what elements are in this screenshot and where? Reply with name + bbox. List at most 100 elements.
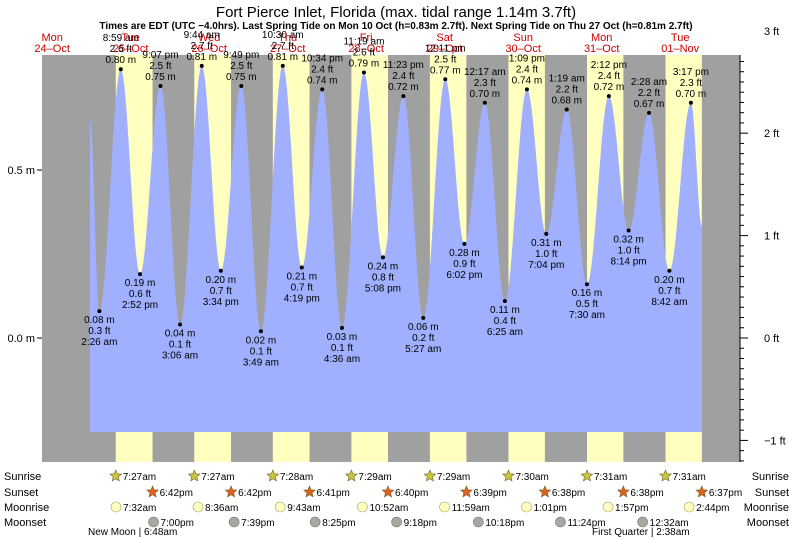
moonset-icon [637, 516, 648, 528]
tide-height-m: 0.28 m [449, 248, 480, 259]
tide-height-m: 0.77 m [430, 65, 461, 76]
moon-phase-new: New Moon | 6:48am [88, 527, 177, 538]
tide-time: 6:02 pm [446, 270, 482, 281]
day-date: 28–Oct [348, 43, 383, 55]
tide-height-ft: 0.2 ft [412, 333, 434, 344]
sunrise-time: 7:27am [123, 472, 156, 483]
sunrise-time: 7:31am [673, 472, 706, 483]
day-headers: Mon24–OctTue25–OctWed26–OctThu27–OctFri2… [34, 32, 699, 55]
tide-height-ft: 1.0 ft [535, 249, 557, 260]
tide-height-m: 0.16 m [572, 288, 603, 299]
tide-height-ft: 2.6 ft [353, 48, 375, 59]
moonset-icon [391, 516, 402, 528]
astro-row-label-left: Moonrise [4, 502, 49, 514]
sunrise-icon [344, 469, 358, 482]
tide-height-ft: 0.8 ft [372, 272, 394, 283]
tide-height-m: 0.72 m [388, 82, 419, 93]
moonrise-icon [521, 501, 532, 513]
tide-point [118, 67, 123, 72]
tide-time: 9:44 am [184, 30, 220, 41]
tide-height-ft: 2.7 ft [191, 41, 213, 52]
tide-point [544, 231, 549, 236]
tide-height-ft: 0.9 ft [453, 259, 475, 270]
left-tick-label: 0.5 m [7, 165, 35, 177]
day-date: 01–Nov [661, 43, 699, 55]
tide-point [688, 100, 693, 105]
tide-point [218, 268, 223, 273]
moonset-time: 9:18pm [404, 518, 437, 529]
right-tick-label: −1 ft [764, 435, 786, 447]
day-dow: Tue [121, 32, 140, 44]
sunrise-time: 7:30am [515, 472, 548, 483]
sunset-icon [224, 485, 238, 498]
sunset-icon [146, 485, 160, 498]
moonrise-time: 11:59am [452, 503, 490, 514]
tide-height-ft: 2.3 ft [474, 78, 496, 89]
day-date: 25–Oct [113, 43, 148, 55]
day-dow: Mon [591, 32, 612, 44]
tide-time: 3:17 pm [673, 67, 709, 78]
tide-height-ft: 2.4 ft [392, 71, 414, 82]
moonrise-time: 1:57pm [615, 503, 648, 514]
astro-table: Sunrise Sunrise Sunset Sunset Moonrise Moonri… [4, 469, 789, 538]
day-date: 26–Oct [191, 43, 226, 55]
tide-time: 6:25 am [487, 327, 523, 338]
sunset-time: 6:37pm [709, 488, 742, 499]
day-date: 24–Oct [34, 43, 69, 55]
tide-height-ft: 2.5 ft [149, 61, 171, 72]
chart-subtitle: Times are EDT (UTC −4.0hrs). Last Spring… [99, 21, 692, 32]
astro-row-label-left: Moonset [4, 517, 46, 529]
moon-phase-first-quarter: First Quarter | 2:38am [592, 527, 690, 538]
tide-height-ft: 0.5 ft [576, 299, 598, 310]
astro-row-label-left: Sunset [4, 487, 38, 499]
tide-time: 2:12 pm [591, 60, 627, 71]
tide-time: 1:19 am [549, 74, 585, 85]
day-date: 31–Oct [584, 43, 619, 55]
tide-height-ft: 0.4 ft [494, 316, 516, 327]
tide-point [667, 268, 672, 273]
tide-height-m: 0.67 m [634, 99, 665, 110]
moonset-time: 12:32am [650, 518, 689, 529]
sunrise-time: 7:29am [358, 472, 391, 483]
tide-height-m: 0.24 m [368, 261, 399, 272]
tide-height-m: 0.80 m [105, 55, 136, 66]
tide-time: 4:36 am [324, 354, 360, 365]
tide-height-ft: 2.3 ft [680, 78, 702, 89]
tide-time: 3:06 am [162, 351, 198, 362]
tide-time: 10:34 pm [301, 53, 343, 64]
tide-time: 2:28 am [631, 77, 667, 88]
tide-height-m: 0.79 m [349, 59, 380, 70]
day-dow: Sun [513, 32, 533, 44]
sunset-icon [538, 485, 552, 498]
tide-point [178, 322, 183, 327]
tide-point [482, 100, 487, 105]
tide-height-ft: 0.7 ft [658, 286, 680, 297]
tide-height-ft: 0.3 ft [88, 326, 110, 337]
tide-height-m: 0.11 m [490, 305, 520, 316]
sunrise-time: 7:29am [437, 472, 470, 483]
sunset-time: 6:39pm [473, 488, 506, 499]
tide-height-ft: 2.2 ft [556, 85, 578, 96]
tide-height-m: 0.04 m [165, 329, 196, 340]
sunset-time: 6:38pm [630, 488, 663, 499]
astro-row-label-right: Sunset [755, 487, 789, 499]
tide-point [502, 299, 507, 304]
tide-height-ft: 0.1 ft [250, 346, 272, 357]
tide-height-m: 0.70 m [676, 89, 707, 100]
tide-labels: 0.08 m0.3 ft2:26 am8:59 am2.6 ft0.80 m0.… [81, 30, 709, 368]
tide-height-m: 0.70 m [470, 89, 501, 100]
tide-height-m: 0.74 m [512, 75, 543, 86]
sunset-time: 6:38pm [552, 488, 585, 499]
sunrise-icon [580, 469, 594, 482]
tide-height-ft: 0.1 ft [331, 343, 353, 354]
tide-height-ft: 1.0 ft [617, 245, 639, 256]
sunset-icon [459, 485, 473, 498]
tide-point [564, 107, 569, 112]
tide-height-m: 0.81 m [186, 52, 217, 63]
tide-time: 12:17 am [464, 67, 506, 78]
tide-height-ft: 0.6 ft [129, 289, 151, 300]
tide-height-ft: 0.7 ft [210, 286, 232, 297]
moonrise-icon [274, 501, 286, 513]
right-tick-label: 0 ft [764, 333, 779, 345]
